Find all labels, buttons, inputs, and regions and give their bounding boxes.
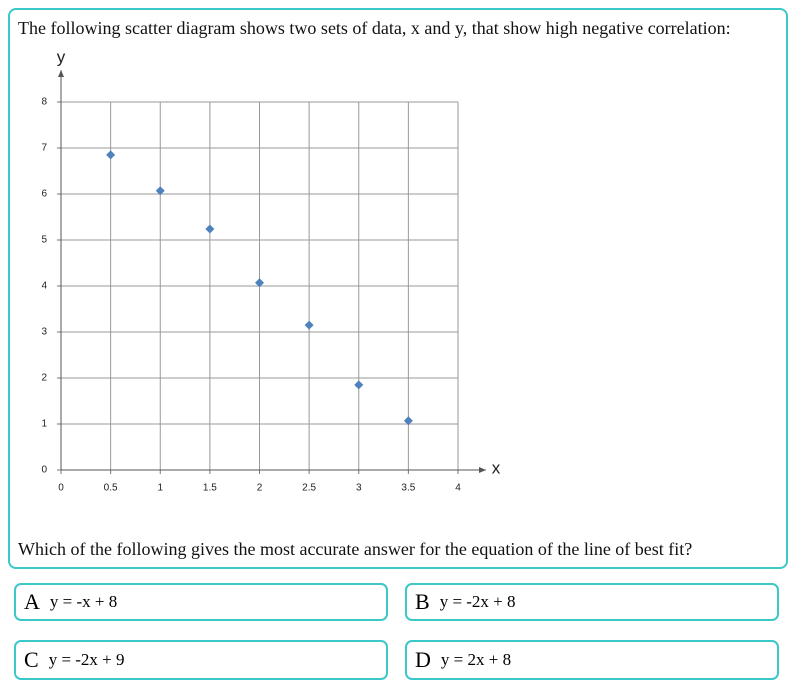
option-letter: D <box>415 647 431 672</box>
point <box>255 278 264 288</box>
x-tick-label: 1 <box>157 483 163 494</box>
x-axis-label: x <box>492 458 501 477</box>
x-tick-label: 2.5 <box>302 483 316 494</box>
point <box>354 380 364 390</box>
point <box>304 320 314 330</box>
y-tick-label: 0 <box>41 465 47 476</box>
point <box>403 416 413 426</box>
y-tick-label: 7 <box>41 143 47 154</box>
y-axis-label: y <box>57 47 66 66</box>
y-tick-label: 3 <box>41 327 47 338</box>
y-tick-label: 8 <box>41 97 47 108</box>
option-text: y = -2x + 8 <box>439 592 516 611</box>
y-tick-label: 1 <box>41 419 47 430</box>
x-tick-label: 3.5 <box>401 483 415 494</box>
x-tick-label: 3 <box>356 483 362 494</box>
y-tick-label: 4 <box>41 281 47 292</box>
option-text: y = -2x + 9 <box>48 650 125 669</box>
point <box>106 150 116 160</box>
x-tick-label: 0.5 <box>104 483 118 494</box>
x-tick-label: 2 <box>257 483 263 494</box>
x-axis-arrow <box>479 467 486 473</box>
x-tick-label: 4 <box>455 483 461 494</box>
y-tick-label: 5 <box>41 235 47 246</box>
prompt-text: Which of the following gives the most ac… <box>18 539 693 559</box>
point <box>205 224 215 234</box>
option-letter: A <box>24 589 40 614</box>
chart: 0 0.5 1 1.5 2 2.5 3 3.5 4 0 1 2 3 4 5 6 7 8 x y <box>41 47 501 494</box>
question-text: The following scatter diagram shows two … <box>18 18 731 38</box>
option-letter: B <box>415 589 430 614</box>
option-text: y = 2x + 8 <box>440 650 512 669</box>
x-tick-label: 0 <box>58 483 64 494</box>
question-card <box>8 8 788 569</box>
x-tick-label: 1.5 <box>203 483 217 494</box>
y-tick-label: 6 <box>41 189 47 200</box>
option-text: y = -x + 8 <box>49 592 118 611</box>
y-axis-arrow <box>58 70 64 77</box>
option-letter: C <box>24 647 39 672</box>
point <box>155 186 165 196</box>
y-tick-label: 2 <box>41 373 47 384</box>
